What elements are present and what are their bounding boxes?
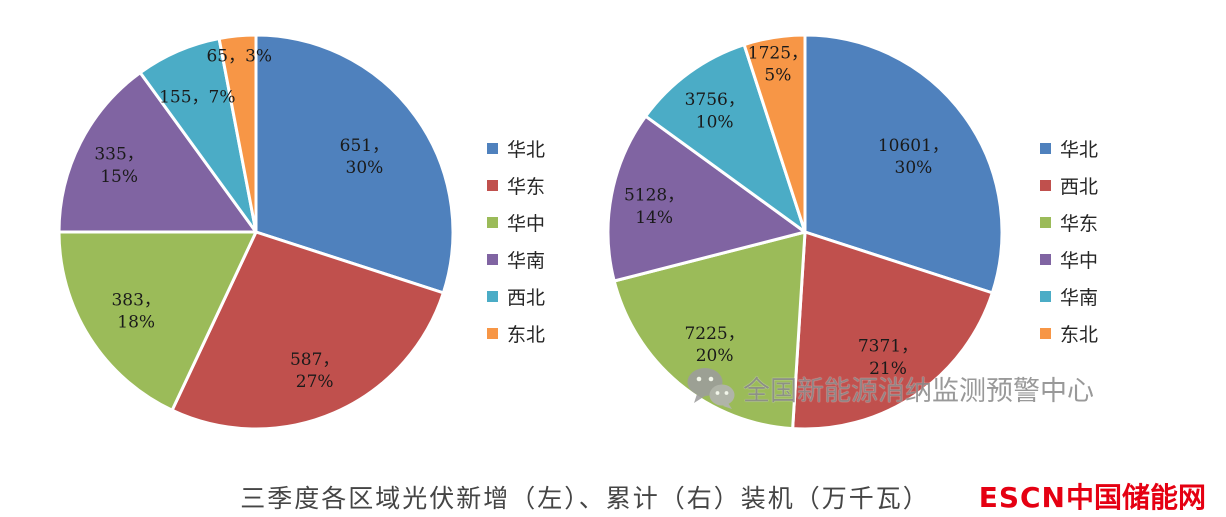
legend-swatch-东北 bbox=[487, 328, 498, 339]
pie-slice-西北 bbox=[791, 230, 994, 431]
watermark-text: 全国新能源消纳监测预警中心 bbox=[743, 375, 1094, 407]
legend-item-西北: 西北 bbox=[487, 278, 545, 315]
slice-label-华中: 5128， 14% bbox=[624, 186, 684, 228]
legend-label-东北: 东北 bbox=[507, 324, 546, 346]
slice-label-华东: 587， 27% bbox=[290, 350, 339, 392]
slice-label-华北: 651， 30% bbox=[340, 136, 389, 178]
chart-caption: 三季度各区域光伏新增（左）、累计（右）装机（万千瓦） bbox=[240, 484, 930, 513]
legend-label-华北: 华北 bbox=[507, 139, 546, 161]
pie-slice-华南 bbox=[57, 71, 258, 234]
pie-slice-华南 bbox=[644, 43, 807, 234]
legend-label-华中: 华中 bbox=[1060, 250, 1099, 272]
legend-swatch-华北 bbox=[1040, 143, 1051, 154]
legend-swatch-华中 bbox=[487, 217, 498, 228]
escn-logo: ESCN中国储能网 bbox=[979, 476, 1206, 516]
pie-left-canvas: 651， 30% 587， 27% 383， 18% 335， 15% 155，7% 65，3% bbox=[57, 33, 455, 431]
legend-item-华东: 华东 bbox=[487, 167, 545, 204]
slice-label-华东: 7225， 20% bbox=[684, 324, 744, 366]
legend-swatch-西北 bbox=[487, 291, 498, 302]
pie-slice-东北 bbox=[217, 33, 258, 234]
legend-item-东北: 东北 bbox=[1040, 315, 1098, 352]
legend-label-华东: 华东 bbox=[507, 176, 546, 198]
legend-item-东北: 东北 bbox=[487, 315, 545, 352]
legend-swatch-华南 bbox=[1040, 291, 1051, 302]
legend-label-华东: 华东 bbox=[1060, 213, 1099, 235]
legend-label-华中: 华中 bbox=[507, 213, 546, 235]
slice-label-西北: 155，7% bbox=[159, 87, 235, 107]
pie-slice-华东 bbox=[612, 230, 807, 431]
legend-label-西北: 西北 bbox=[507, 287, 546, 309]
legend-item-华南: 华南 bbox=[487, 241, 545, 278]
wechat-icon bbox=[686, 366, 736, 410]
slice-label-华南: 335， 15% bbox=[94, 145, 143, 187]
pie-slice-华北 bbox=[254, 33, 455, 295]
pie-slice-华北 bbox=[803, 33, 1004, 295]
legend-swatch-华东 bbox=[1040, 217, 1051, 228]
legend-label-华南: 华南 bbox=[1060, 287, 1099, 309]
legend-right: 华北西北华东华中华南东北 bbox=[1040, 130, 1098, 352]
slice-label-西北: 7371， 21% bbox=[858, 337, 918, 379]
slice-label-华中: 383， 18% bbox=[111, 290, 160, 332]
legend-label-华北: 华北 bbox=[1060, 139, 1099, 161]
legend-swatch-西北 bbox=[1040, 180, 1051, 191]
legend-item-华东: 华东 bbox=[1040, 204, 1098, 241]
legend-item-华南: 华南 bbox=[1040, 278, 1098, 315]
watermark: 全国新能源消纳监测预警中心 bbox=[686, 366, 1094, 410]
pie-slice-华中 bbox=[606, 114, 807, 283]
legend-item-华中: 华中 bbox=[487, 204, 545, 241]
pie-slice-华中 bbox=[57, 230, 258, 412]
slice-label-华南: 3756， 10% bbox=[685, 90, 745, 132]
legend-label-东北: 东北 bbox=[1060, 324, 1099, 346]
legend-swatch-华北 bbox=[487, 143, 498, 154]
pie-slice-东北 bbox=[742, 33, 807, 234]
slice-label-东北: 1725， 5% bbox=[748, 43, 808, 85]
legend-item-华北: 华北 bbox=[487, 130, 545, 167]
legend-label-西北: 西北 bbox=[1060, 176, 1099, 198]
legend-item-华北: 华北 bbox=[1040, 130, 1098, 167]
pie-slice-华东 bbox=[170, 230, 445, 431]
brand-suffix: 中国储能网 bbox=[1065, 481, 1206, 514]
legend-swatch-华南 bbox=[487, 254, 498, 265]
slice-label-华北: 10601， 30% bbox=[878, 136, 949, 178]
legend-swatch-华东 bbox=[487, 180, 498, 191]
legend-item-华中: 华中 bbox=[1040, 241, 1098, 278]
pie-right-canvas: 10601， 30% 7371， 21% 7225， 20% 5128， 14% 3756， 10… bbox=[606, 33, 1004, 431]
legend-item-西北: 西北 bbox=[1040, 167, 1098, 204]
slice-label-东北: 65，3% bbox=[206, 46, 272, 66]
legend-left: 华北华东华中华南西北东北 bbox=[487, 130, 545, 352]
legend-swatch-东北 bbox=[1040, 328, 1051, 339]
brand-escn: ESCN bbox=[978, 481, 1066, 514]
legend-label-华南: 华南 bbox=[507, 250, 546, 272]
legend-swatch-华中 bbox=[1040, 254, 1051, 265]
